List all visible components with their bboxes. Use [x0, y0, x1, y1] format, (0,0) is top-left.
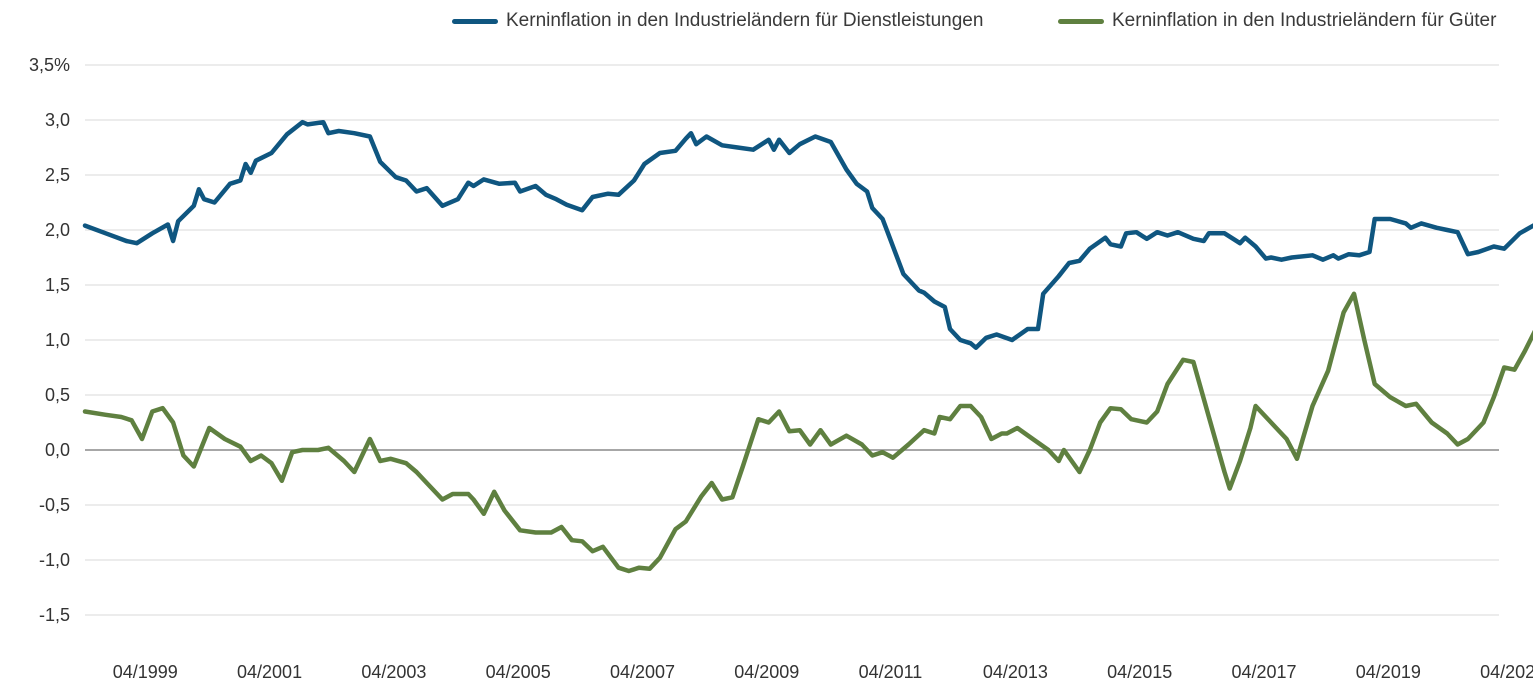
- y-tick-label: 0,0: [45, 440, 70, 460]
- x-tick-label: 04/2005: [486, 662, 551, 682]
- y-tick-label: 3,5%: [29, 55, 70, 75]
- x-tick-label: 04/2019: [1356, 662, 1421, 682]
- series-line-services: [82, 119, 1533, 350]
- x-tick-label: 04/2003: [361, 662, 426, 682]
- gridlines: [85, 64, 1499, 616]
- legend-label-goods: Kerninflation in den Industrieländern fü…: [1112, 10, 1497, 31]
- legend-label-services: Kerninflation in den Industrieländern fü…: [506, 10, 984, 31]
- y-tick-label: -1,0: [39, 550, 70, 570]
- y-tick-label: 1,5: [45, 275, 70, 295]
- x-tick-label: 04/2007: [610, 662, 675, 682]
- x-tick-label: 04/2015: [1107, 662, 1172, 682]
- series-lines: [82, 119, 1533, 574]
- x-tick-label: 04/2013: [983, 662, 1048, 682]
- y-tick-label: 3,0: [45, 110, 70, 130]
- series-line-goods: [82, 291, 1533, 574]
- y-tick-label: -0,5: [39, 495, 70, 515]
- y-tick-label: 2,5: [45, 165, 70, 185]
- x-tick-label: 04/2009: [734, 662, 799, 682]
- legend-item-services: Kerninflation in den Industrieländern fü…: [452, 10, 983, 32]
- x-tick-label: 04/1999: [113, 662, 178, 682]
- y-tick-label: 1,0: [45, 330, 70, 350]
- x-tick-label: 04/2017: [1231, 662, 1296, 682]
- x-tick-label: 04/2011: [859, 662, 923, 682]
- x-tick-label: 04/2001: [237, 662, 302, 682]
- x-axis-tick-labels: 04/1999 04/2001 04/2003 04/2005 04/2007 04/20…: [113, 662, 1533, 682]
- y-tick-label: 2,0: [45, 220, 70, 240]
- x-tick-label: 04/2021: [1480, 662, 1533, 682]
- legend-swatch-goods: [1058, 18, 1104, 24]
- y-axis-tick-labels: 3,5% 3,0 2,5 2,0 1,5 1,0 0,5 0,0 -0,5 -1,0 -1,5: [29, 55, 70, 625]
- legend-swatch-services: [452, 18, 498, 24]
- y-tick-label: 0,5: [45, 385, 70, 405]
- chart-legend: Kerninflation in den Industrieländern fü…: [0, 10, 1533, 40]
- y-tick-label: -1,5: [39, 605, 70, 625]
- legend-item-goods: Kerninflation in den Industrieländern fü…: [1058, 10, 1496, 32]
